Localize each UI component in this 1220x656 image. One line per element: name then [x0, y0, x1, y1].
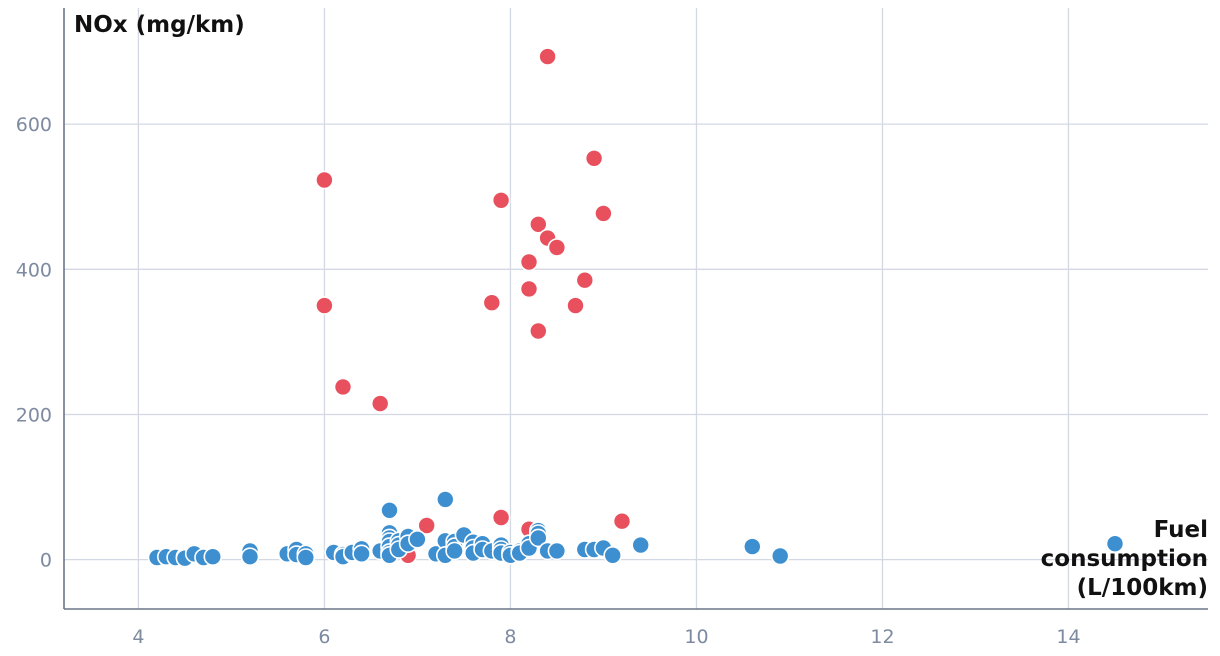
axis-layer — [63, 8, 1208, 610]
data-point — [594, 204, 613, 223]
x-tick-label: 6 — [318, 626, 330, 648]
data-point — [575, 270, 595, 290]
data-point — [445, 541, 464, 561]
data-point — [528, 321, 548, 341]
data-point — [296, 548, 316, 567]
data-point — [1105, 534, 1125, 554]
data-point — [240, 547, 260, 567]
x-tick-label: 8 — [504, 626, 516, 648]
data-point — [547, 238, 567, 257]
data-point — [380, 500, 399, 520]
y-axis-title: NOx (mg/km) — [74, 12, 245, 38]
x-axis-title-line: consumption — [1041, 546, 1208, 572]
data-point — [203, 547, 223, 567]
data-point-layer — [147, 47, 1125, 568]
x-axis-title-line: (L/100km) — [1077, 575, 1208, 601]
data-point — [491, 508, 511, 527]
y-tick-label: 200 — [16, 404, 52, 426]
y-tick-label: 0 — [40, 550, 52, 572]
y-tick-label: 400 — [16, 259, 52, 281]
tick-label-layer: 4 6 8 10 12 14 0 200 400 600 — [16, 114, 1081, 648]
data-point — [603, 545, 623, 565]
x-tick-label: 4 — [132, 626, 144, 648]
data-point — [333, 377, 353, 397]
data-point — [528, 215, 548, 234]
data-point — [315, 296, 334, 315]
grid-layer — [64, 8, 1208, 609]
data-point — [482, 293, 502, 313]
data-point — [612, 511, 632, 531]
data-point — [770, 546, 790, 566]
data-point — [417, 516, 437, 535]
y-tick-label: 600 — [16, 114, 52, 136]
data-point — [491, 191, 511, 210]
x-tick-label: 10 — [684, 626, 708, 648]
data-point — [435, 490, 455, 509]
data-point — [519, 252, 539, 272]
data-point — [352, 544, 371, 564]
data-point — [538, 47, 557, 66]
data-point — [547, 541, 567, 561]
data-point — [408, 529, 427, 549]
data-point — [742, 537, 762, 556]
data-point — [584, 149, 604, 168]
data-point — [631, 535, 651, 555]
data-point — [315, 170, 334, 190]
data-point — [566, 296, 585, 315]
x-tick-label: 14 — [1056, 626, 1080, 648]
x-axis-title: Fuel consumption (L/100km) — [1041, 517, 1208, 601]
data-point — [519, 279, 539, 299]
data-point — [370, 394, 390, 413]
x-axis-title-line: Fuel — [1154, 517, 1208, 543]
data-point — [528, 528, 548, 548]
x-tick-label: 12 — [870, 626, 894, 648]
